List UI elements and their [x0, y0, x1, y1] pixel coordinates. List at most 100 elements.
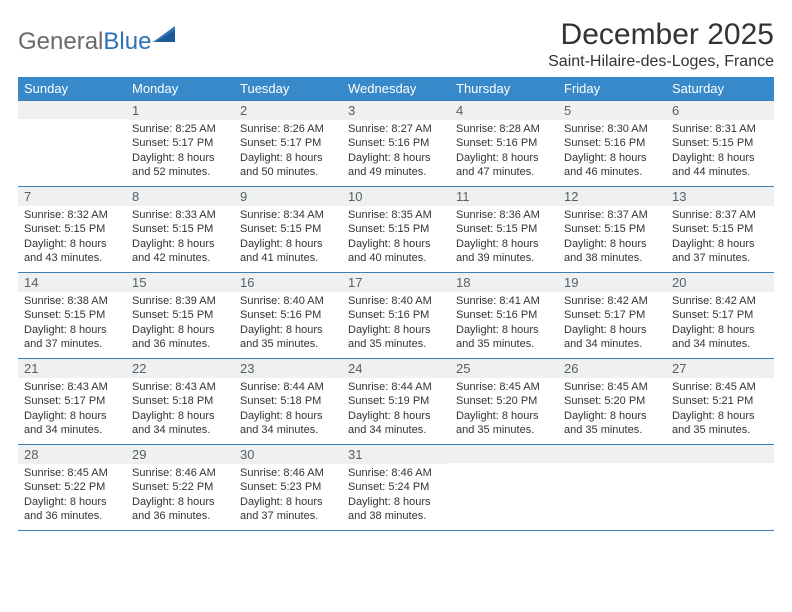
day-number: 31 — [342, 445, 450, 464]
daylight-text: Daylight: 8 hours and 35 minutes. — [240, 323, 336, 352]
sunset-text: Sunset: 5:21 PM — [672, 394, 768, 408]
table-row: 21Sunrise: 8:43 AMSunset: 5:17 PMDayligh… — [18, 359, 774, 445]
day-cell: 10Sunrise: 8:35 AMSunset: 5:15 PMDayligh… — [342, 187, 450, 273]
sunrise-text: Sunrise: 8:37 AM — [672, 208, 768, 222]
sunrise-text: Sunrise: 8:45 AM — [24, 466, 120, 480]
daylight-text: Daylight: 8 hours and 35 minutes. — [456, 323, 552, 352]
day-number: 26 — [558, 359, 666, 378]
logo: GeneralBlue — [18, 24, 179, 59]
day-number: 22 — [126, 359, 234, 378]
day-number: 3 — [342, 101, 450, 120]
sunrise-text: Sunrise: 8:39 AM — [132, 294, 228, 308]
day-number: 6 — [666, 101, 774, 120]
day-number: 21 — [18, 359, 126, 378]
day-body: Sunrise: 8:42 AMSunset: 5:17 PMDaylight:… — [558, 292, 666, 355]
day-cell: 27Sunrise: 8:45 AMSunset: 5:21 PMDayligh… — [666, 359, 774, 445]
daylight-text: Daylight: 8 hours and 49 minutes. — [348, 151, 444, 180]
sunset-text: Sunset: 5:15 PM — [348, 222, 444, 236]
sunset-text: Sunset: 5:19 PM — [348, 394, 444, 408]
day-body: Sunrise: 8:32 AMSunset: 5:15 PMDaylight:… — [18, 206, 126, 269]
day-body — [666, 463, 774, 469]
day-cell — [450, 445, 558, 531]
sunset-text: Sunset: 5:16 PM — [456, 136, 552, 150]
day-body: Sunrise: 8:34 AMSunset: 5:15 PMDaylight:… — [234, 206, 342, 269]
day-body: Sunrise: 8:45 AMSunset: 5:20 PMDaylight:… — [450, 378, 558, 441]
sunrise-text: Sunrise: 8:45 AM — [672, 380, 768, 394]
day-number: 16 — [234, 273, 342, 292]
day-number: 8 — [126, 187, 234, 206]
sunset-text: Sunset: 5:17 PM — [564, 308, 660, 322]
sunset-text: Sunset: 5:24 PM — [348, 480, 444, 494]
day-cell: 24Sunrise: 8:44 AMSunset: 5:19 PMDayligh… — [342, 359, 450, 445]
table-row: 14Sunrise: 8:38 AMSunset: 5:15 PMDayligh… — [18, 273, 774, 359]
page-title: December 2025 — [548, 18, 774, 51]
sunset-text: Sunset: 5:23 PM — [240, 480, 336, 494]
day-number: 2 — [234, 101, 342, 120]
sunset-text: Sunset: 5:15 PM — [24, 308, 120, 322]
day-body: Sunrise: 8:27 AMSunset: 5:16 PMDaylight:… — [342, 120, 450, 183]
sunrise-text: Sunrise: 8:43 AM — [132, 380, 228, 394]
day-cell: 4Sunrise: 8:28 AMSunset: 5:16 PMDaylight… — [450, 101, 558, 187]
sunrise-text: Sunrise: 8:45 AM — [456, 380, 552, 394]
day-number: 19 — [558, 273, 666, 292]
day-number: 1 — [126, 101, 234, 120]
logo-text-blue: Blue — [103, 28, 151, 55]
day-body: Sunrise: 8:38 AMSunset: 5:15 PMDaylight:… — [18, 292, 126, 355]
sunset-text: Sunset: 5:16 PM — [564, 136, 660, 150]
table-row: 1Sunrise: 8:25 AMSunset: 5:17 PMDaylight… — [18, 101, 774, 187]
day-number: 14 — [18, 273, 126, 292]
sunrise-text: Sunrise: 8:37 AM — [564, 208, 660, 222]
day-number: 5 — [558, 101, 666, 120]
day-body: Sunrise: 8:46 AMSunset: 5:22 PMDaylight:… — [126, 464, 234, 527]
daylight-text: Daylight: 8 hours and 46 minutes. — [564, 151, 660, 180]
day-body: Sunrise: 8:41 AMSunset: 5:16 PMDaylight:… — [450, 292, 558, 355]
day-cell: 18Sunrise: 8:41 AMSunset: 5:16 PMDayligh… — [450, 273, 558, 359]
day-number: 10 — [342, 187, 450, 206]
day-cell: 25Sunrise: 8:45 AMSunset: 5:20 PMDayligh… — [450, 359, 558, 445]
day-cell: 8Sunrise: 8:33 AMSunset: 5:15 PMDaylight… — [126, 187, 234, 273]
sunrise-text: Sunrise: 8:41 AM — [456, 294, 552, 308]
day-number: 13 — [666, 187, 774, 206]
sunset-text: Sunset: 5:15 PM — [672, 222, 768, 236]
weekday-header: Friday — [558, 77, 666, 101]
sunset-text: Sunset: 5:16 PM — [348, 308, 444, 322]
daylight-text: Daylight: 8 hours and 50 minutes. — [240, 151, 336, 180]
day-body: Sunrise: 8:36 AMSunset: 5:15 PMDaylight:… — [450, 206, 558, 269]
daylight-text: Daylight: 8 hours and 35 minutes. — [348, 323, 444, 352]
sunset-text: Sunset: 5:15 PM — [132, 222, 228, 236]
calendar-table: Sunday Monday Tuesday Wednesday Thursday… — [18, 77, 774, 531]
sunset-text: Sunset: 5:18 PM — [132, 394, 228, 408]
day-body: Sunrise: 8:37 AMSunset: 5:15 PMDaylight:… — [558, 206, 666, 269]
day-body: Sunrise: 8:45 AMSunset: 5:22 PMDaylight:… — [18, 464, 126, 527]
day-body: Sunrise: 8:43 AMSunset: 5:18 PMDaylight:… — [126, 378, 234, 441]
sunrise-text: Sunrise: 8:46 AM — [240, 466, 336, 480]
sunrise-text: Sunrise: 8:38 AM — [24, 294, 120, 308]
weekday-header: Thursday — [450, 77, 558, 101]
day-body: Sunrise: 8:31 AMSunset: 5:15 PMDaylight:… — [666, 120, 774, 183]
daylight-text: Daylight: 8 hours and 47 minutes. — [456, 151, 552, 180]
daylight-text: Daylight: 8 hours and 37 minutes. — [24, 323, 120, 352]
day-cell: 22Sunrise: 8:43 AMSunset: 5:18 PMDayligh… — [126, 359, 234, 445]
day-cell — [666, 445, 774, 531]
day-body — [558, 463, 666, 469]
day-cell: 21Sunrise: 8:43 AMSunset: 5:17 PMDayligh… — [18, 359, 126, 445]
weekday-header: Tuesday — [234, 77, 342, 101]
day-cell: 20Sunrise: 8:42 AMSunset: 5:17 PMDayligh… — [666, 273, 774, 359]
day-body: Sunrise: 8:46 AMSunset: 5:23 PMDaylight:… — [234, 464, 342, 527]
sunrise-text: Sunrise: 8:40 AM — [348, 294, 444, 308]
calendar-page: GeneralBlue December 2025 Saint-Hilaire-… — [0, 0, 792, 531]
sunset-text: Sunset: 5:15 PM — [456, 222, 552, 236]
day-cell: 5Sunrise: 8:30 AMSunset: 5:16 PMDaylight… — [558, 101, 666, 187]
day-cell: 26Sunrise: 8:45 AMSunset: 5:20 PMDayligh… — [558, 359, 666, 445]
day-body: Sunrise: 8:28 AMSunset: 5:16 PMDaylight:… — [450, 120, 558, 183]
sunrise-text: Sunrise: 8:28 AM — [456, 122, 552, 136]
sunset-text: Sunset: 5:15 PM — [24, 222, 120, 236]
day-cell: 15Sunrise: 8:39 AMSunset: 5:15 PMDayligh… — [126, 273, 234, 359]
day-cell: 1Sunrise: 8:25 AMSunset: 5:17 PMDaylight… — [126, 101, 234, 187]
day-cell — [558, 445, 666, 531]
day-number: 20 — [666, 273, 774, 292]
sunset-text: Sunset: 5:17 PM — [24, 394, 120, 408]
weekday-header: Wednesday — [342, 77, 450, 101]
sunset-text: Sunset: 5:16 PM — [456, 308, 552, 322]
sunset-text: Sunset: 5:15 PM — [132, 308, 228, 322]
